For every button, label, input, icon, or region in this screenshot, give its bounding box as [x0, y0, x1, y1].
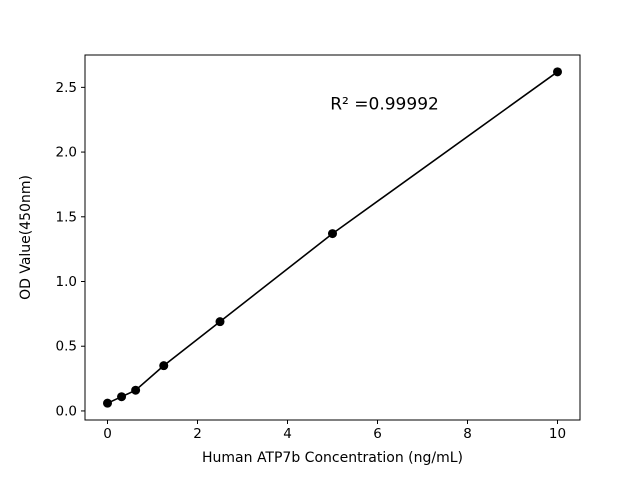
x-axis-label: Human ATP7b Concentration (ng/mL)	[202, 450, 463, 466]
data-point	[131, 385, 141, 395]
x-tick-label: 0	[103, 426, 112, 442]
y-tick-label: 1.5	[56, 209, 77, 225]
y-tick-label: 2.0	[56, 145, 77, 161]
data-point	[117, 392, 127, 402]
data-point	[103, 398, 112, 408]
x-tick-label: 6	[373, 426, 382, 442]
y-tick-label: 2.5	[56, 80, 77, 96]
y-tick-label: 0.0	[56, 403, 77, 419]
axes-spines	[84, 54, 581, 421]
x-tick-label: 10	[549, 426, 566, 442]
data-point	[159, 361, 169, 371]
y-tick-label: 0.5	[56, 339, 77, 355]
data-point	[328, 229, 337, 239]
data-point	[553, 67, 562, 77]
x-tick-label: 2	[193, 426, 202, 442]
x-tick-label: 8	[463, 426, 472, 442]
data-point	[215, 317, 225, 327]
x-tick-label: 4	[283, 426, 292, 442]
r-squared-annotation: R² =0.99992	[330, 94, 439, 114]
y-tick-label: 1.0	[56, 274, 77, 290]
y-axis-label: OD Value(450nm)	[18, 175, 34, 300]
